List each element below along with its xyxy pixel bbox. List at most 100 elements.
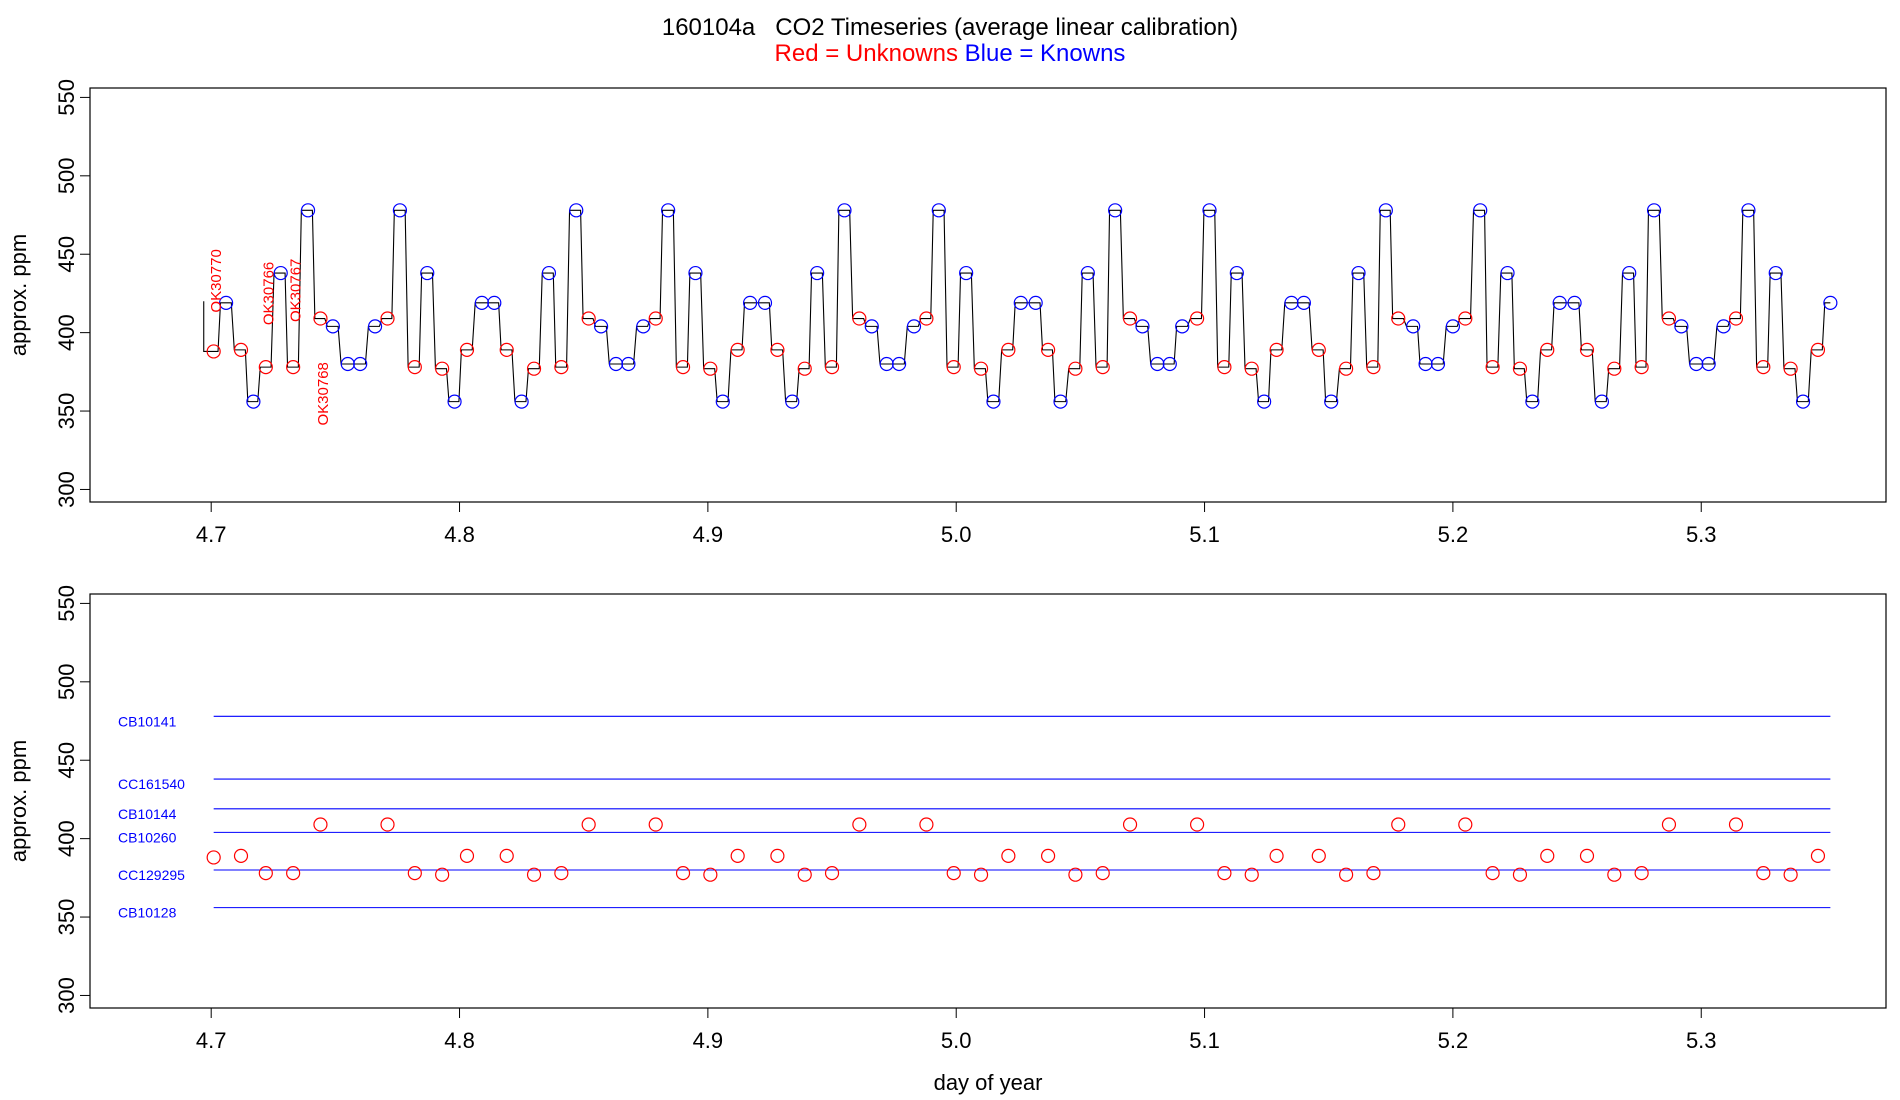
- x-tick-label: 4.7: [196, 522, 227, 547]
- unknown-point: [1756, 360, 1771, 375]
- known-point: [1716, 319, 1731, 334]
- unknown-point: [1190, 817, 1205, 832]
- unknown-point: [730, 848, 745, 863]
- y-tick-label: 450: [54, 742, 79, 779]
- known-point: [1646, 203, 1662, 218]
- unknown-point: [1244, 867, 1259, 882]
- unknown-point: [1458, 817, 1473, 832]
- unknown-point: [852, 817, 867, 832]
- unknown-point: [1244, 361, 1259, 376]
- plot-frame: [89, 593, 1887, 1009]
- unknown-point: [919, 817, 934, 832]
- unknown-point: [1579, 342, 1595, 357]
- x-tick-label: 5.0: [941, 1028, 972, 1053]
- known-point: [487, 295, 502, 310]
- known-point: [837, 203, 852, 218]
- unknown-point: [206, 850, 221, 865]
- known-point: [593, 319, 609, 334]
- unknown-point: [675, 866, 691, 881]
- panel-bottom: 300 350 400 450 500 550 4.7 4.8 4.9 5.0 5.1 5.2 5.3 a…: [6, 585, 1887, 1095]
- y-tick-label: 500: [54, 157, 79, 194]
- unknown-point: [380, 311, 395, 326]
- y-tick-label: 550: [54, 79, 79, 116]
- unknown-point: [1391, 817, 1406, 832]
- chart-title: 160104a CO2 Timeseries (average linear c…: [661, 14, 1239, 41]
- standard-label: CB10260: [118, 829, 177, 845]
- known-point: [1028, 295, 1043, 310]
- known-point: [1823, 295, 1838, 310]
- known-point: [1406, 319, 1421, 334]
- known-point: [514, 394, 529, 409]
- unknown-point: [946, 866, 961, 881]
- known-point: [300, 203, 316, 218]
- known-point: [688, 265, 703, 281]
- sample-label: OK30768: [315, 362, 332, 425]
- unknown-point: [703, 361, 718, 376]
- unknown-point: [919, 311, 934, 326]
- known-point: [621, 356, 636, 372]
- unknown-point: [1783, 361, 1798, 376]
- x-tick-label: 5.2: [1438, 522, 1469, 547]
- unknown-point: [1068, 361, 1083, 376]
- unknown-point: [1783, 867, 1798, 882]
- known-point: [447, 394, 462, 409]
- unknown-point: [286, 360, 301, 375]
- unknown-point: [852, 311, 867, 326]
- unknown-point: [1339, 361, 1354, 376]
- unknown-point: [380, 817, 395, 832]
- standard-label: CC129295: [118, 867, 185, 883]
- known-point: [864, 319, 879, 334]
- known-point: [1430, 356, 1446, 372]
- sample-label: OK30766: [260, 262, 277, 325]
- unknown-point: [946, 360, 961, 375]
- unknown-point: [233, 848, 249, 863]
- unknown-point: [1810, 848, 1826, 863]
- known-point: [353, 356, 368, 372]
- known-point: [1567, 295, 1582, 310]
- known-point: [1351, 265, 1366, 281]
- subtitle-unknowns: Red = Unknowns: [774, 40, 958, 67]
- known-point: [1378, 203, 1393, 218]
- sample-label: OK30770: [208, 249, 225, 312]
- unknown-point: [1579, 848, 1595, 863]
- x-tick-label: 5.0: [941, 522, 972, 547]
- known-point: [1701, 356, 1716, 372]
- co2-trace: [203, 209, 1831, 403]
- y-axis-label: approx. ppm: [6, 740, 31, 862]
- unknown-point: [648, 311, 663, 326]
- known-point: [1324, 394, 1339, 409]
- standard-label: CB10144: [118, 806, 177, 822]
- unknown-point: [233, 342, 249, 357]
- unknown-point: [1001, 848, 1016, 863]
- unknown-point: [1190, 311, 1205, 326]
- x-tick-label: 5.2: [1438, 1028, 1469, 1053]
- unknown-point: [1068, 867, 1083, 882]
- x-axis-label: day of year: [934, 1070, 1043, 1095]
- unknown-point: [1810, 342, 1826, 357]
- known-point: [636, 319, 651, 334]
- known-point: [569, 203, 584, 218]
- unknown-point: [1122, 311, 1138, 326]
- known-point: [273, 265, 288, 281]
- unknown-point: [526, 361, 542, 376]
- unknown-point: [459, 848, 475, 863]
- known-point: [1202, 203, 1217, 218]
- unknown-point: [1366, 866, 1381, 881]
- unknown-point: [1269, 342, 1284, 357]
- unknown-point: [1485, 360, 1500, 375]
- known-point: [541, 265, 557, 281]
- subtitle-knowns: Blue = Knowns: [964, 40, 1126, 67]
- standard-label: CC161540: [118, 776, 185, 792]
- unknown-point: [1661, 817, 1677, 832]
- known-point: [1229, 265, 1244, 281]
- y-tick-label: 400: [54, 314, 79, 351]
- sample-label: OK30767: [288, 259, 305, 322]
- y-tick-label: 500: [54, 663, 79, 700]
- unknown-point: [286, 866, 301, 881]
- known-point: [1013, 295, 1028, 310]
- unknown-point: [1217, 360, 1232, 375]
- known-point: [1296, 295, 1311, 310]
- chart-subtitle: Red = Unknowns Blue = Knowns: [0, 40, 1900, 68]
- y-tick-label: 400: [54, 820, 79, 857]
